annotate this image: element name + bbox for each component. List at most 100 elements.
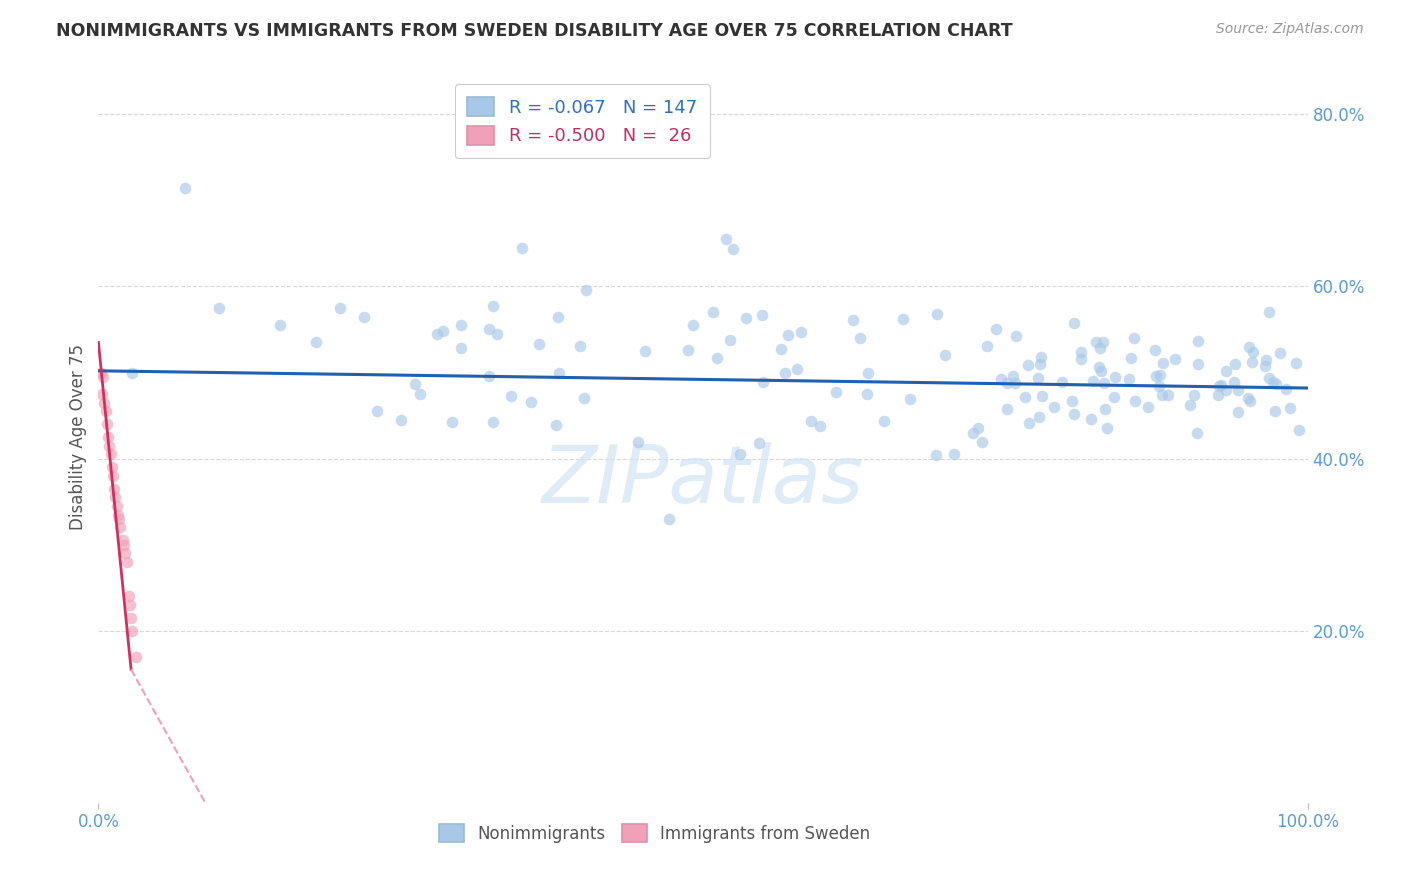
Point <box>1222 376 1244 390</box>
Point <box>1121 351 1143 366</box>
Point <box>575 283 598 297</box>
Y-axis label: Disability Age Over 75: Disability Age Over 75 <box>69 344 87 530</box>
Point <box>841 313 863 327</box>
Point <box>1144 369 1167 384</box>
Point <box>748 436 770 450</box>
Point <box>329 301 352 315</box>
Point <box>1028 409 1050 424</box>
Point <box>1256 353 1278 368</box>
Point <box>1285 356 1308 370</box>
Text: Source: ZipAtlas.com: Source: ZipAtlas.com <box>1216 22 1364 37</box>
Point <box>548 367 571 381</box>
Point <box>441 415 464 429</box>
Point <box>790 325 813 339</box>
Point <box>1123 331 1146 345</box>
Point <box>90 366 112 380</box>
Point <box>305 335 328 350</box>
Point <box>1288 423 1310 437</box>
Point <box>1149 368 1171 382</box>
Point <box>547 310 569 324</box>
Point <box>1239 394 1261 409</box>
Point <box>409 387 432 401</box>
Point <box>776 328 799 343</box>
Point <box>101 468 124 483</box>
Point <box>426 326 449 341</box>
Point <box>574 391 596 405</box>
Point <box>112 538 135 552</box>
Point <box>1118 372 1140 386</box>
Point <box>927 307 949 321</box>
Point <box>825 384 848 399</box>
Point <box>751 308 773 322</box>
Point <box>91 369 114 384</box>
Point <box>111 533 134 548</box>
Point <box>1227 384 1250 398</box>
Point <box>1014 390 1036 404</box>
Point <box>962 425 984 440</box>
Point <box>105 499 128 513</box>
Point <box>546 417 568 432</box>
Point <box>786 362 808 376</box>
Point <box>1143 343 1166 358</box>
Point <box>676 343 699 358</box>
Point <box>706 351 728 365</box>
Point <box>1147 378 1170 392</box>
Point <box>527 336 550 351</box>
Point <box>1102 390 1125 404</box>
Point <box>752 375 775 389</box>
Point <box>478 368 501 383</box>
Point <box>995 401 1018 416</box>
Point <box>1090 341 1112 355</box>
Point <box>125 649 148 664</box>
Point <box>1063 316 1085 330</box>
Point <box>103 482 125 496</box>
Point <box>990 372 1012 386</box>
Point <box>1029 357 1052 371</box>
Point <box>976 338 998 352</box>
Point <box>1090 364 1112 378</box>
Point <box>1062 393 1084 408</box>
Point <box>1187 357 1209 371</box>
Point <box>404 376 426 391</box>
Point <box>810 418 832 433</box>
Point <box>1097 421 1119 435</box>
Point <box>967 421 990 435</box>
Point <box>568 338 591 352</box>
Point <box>925 448 948 462</box>
Point <box>873 414 896 428</box>
Point <box>1152 356 1174 370</box>
Point <box>1164 351 1187 366</box>
Point <box>773 366 796 380</box>
Point <box>934 348 956 362</box>
Point <box>1005 329 1028 343</box>
Point <box>1185 425 1208 440</box>
Point <box>1263 375 1285 389</box>
Point <box>1178 398 1201 412</box>
Point <box>1215 384 1237 398</box>
Text: NONIMMIGRANTS VS IMMIGRANTS FROM SWEDEN DISABILITY AGE OVER 75 CORRELATION CHART: NONIMMIGRANTS VS IMMIGRANTS FROM SWEDEN … <box>56 22 1012 40</box>
Point <box>481 415 503 429</box>
Point <box>898 392 921 406</box>
Point <box>1080 412 1102 426</box>
Point <box>1001 368 1024 383</box>
Point <box>107 508 129 522</box>
Point <box>1091 335 1114 350</box>
Point <box>91 387 114 401</box>
Point <box>432 324 454 338</box>
Point <box>269 318 291 333</box>
Point <box>891 312 914 326</box>
Point <box>1017 358 1039 372</box>
Point <box>1237 391 1260 405</box>
Point <box>1104 370 1126 384</box>
Point <box>682 318 704 333</box>
Point <box>1254 359 1277 373</box>
Point <box>100 460 122 475</box>
Point <box>1088 359 1111 374</box>
Point <box>1070 352 1092 367</box>
Point <box>96 417 118 432</box>
Point <box>1092 376 1115 390</box>
Point <box>520 395 543 409</box>
Point <box>728 447 751 461</box>
Point <box>1085 335 1108 350</box>
Point <box>120 611 142 625</box>
